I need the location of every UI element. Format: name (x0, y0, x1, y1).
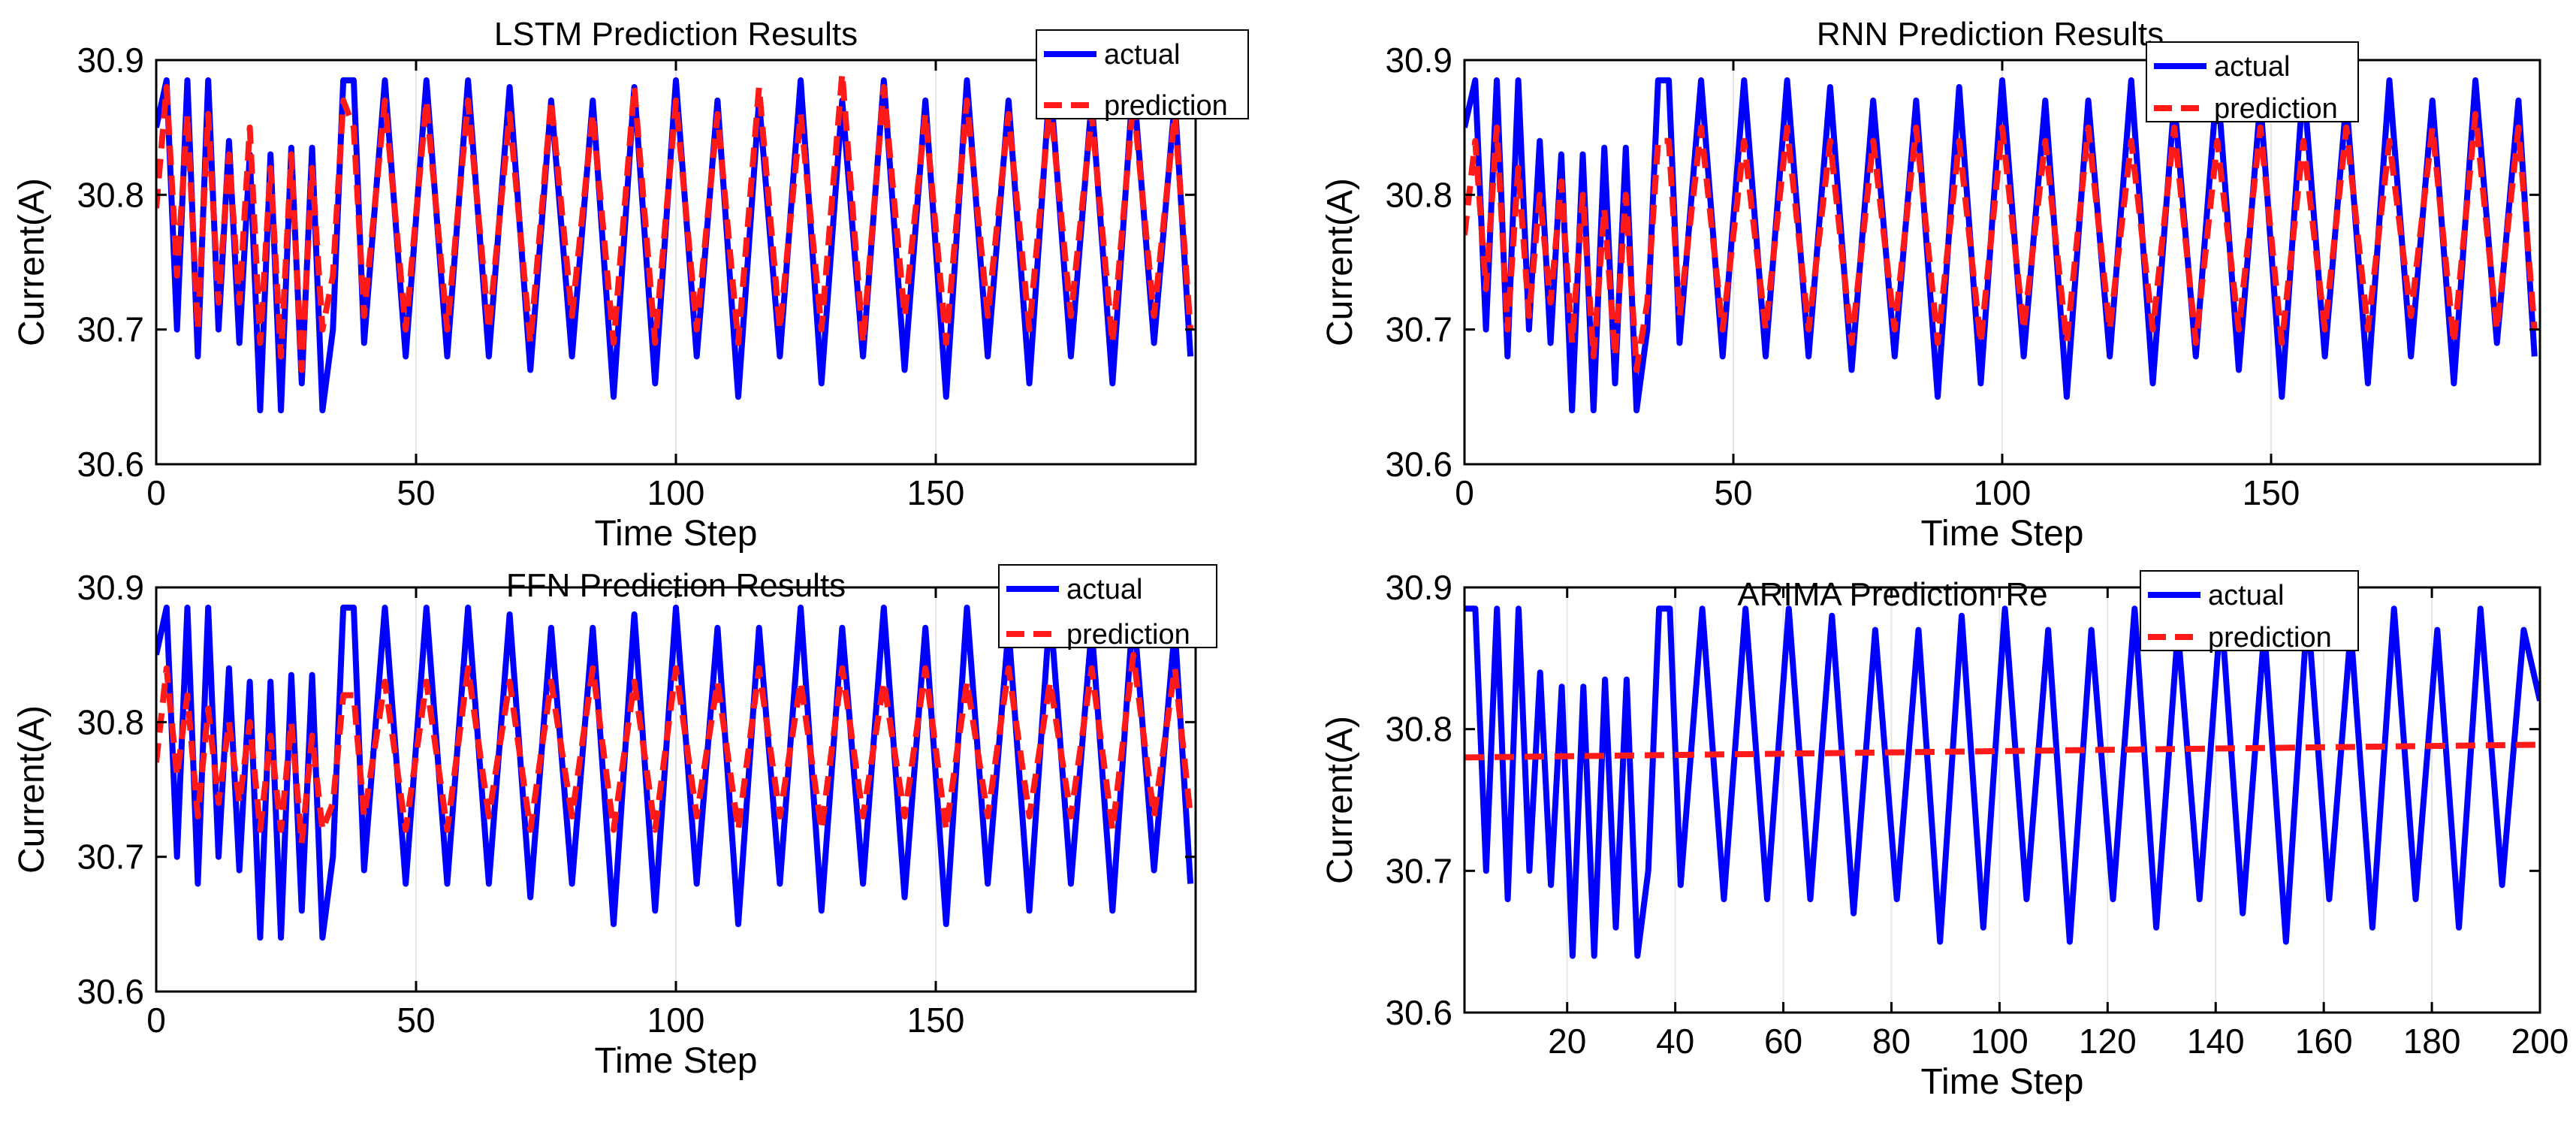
x-tick-label: 160 (2295, 1022, 2353, 1061)
legend-label-prediction: prediction (1066, 619, 1190, 651)
y-tick-label: 30.9 (77, 41, 144, 80)
series-line-prediction (1464, 110, 2538, 373)
series-line-actual (156, 604, 1194, 941)
x-tick-label: 50 (397, 1001, 435, 1040)
chart-panel-1: 30.6 30.7 30.8 30.9 0 50 100 150 Time Step Curren… (12, 16, 1249, 554)
x-axis-label: Time Step (595, 1041, 758, 1081)
legend-label-prediction: prediction (2214, 93, 2338, 125)
chart-title: RNN Prediction Results (1817, 16, 2164, 53)
x-axis-label: Time Step (595, 514, 758, 554)
x-tick-label: 50 (1714, 473, 1752, 512)
x-tick-label: 0 (146, 1001, 166, 1040)
x-tick-label: 50 (397, 473, 435, 512)
x-axis-label: Time Step (1921, 1062, 2084, 1102)
y-tick-label: 30.7 (1385, 310, 1452, 349)
y-axis-label: Current(A) (12, 705, 52, 874)
chart-title: FFN Prediction Results (506, 567, 846, 604)
x-tick-label: 0 (1455, 473, 1474, 512)
y-tick-label: 30.6 (77, 972, 144, 1011)
chart-panel-4: 30.6 30.7 30.8 30.9 20 40 60 80 100 120 140 160 180 2… (1320, 568, 2568, 1102)
x-tick-label: 150 (907, 473, 965, 512)
x-tick-label: 60 (1764, 1022, 1802, 1061)
y-tick-label: 30.6 (1385, 993, 1452, 1032)
series-line-prediction (156, 70, 1194, 373)
y-axis-label: Current(A) (12, 178, 52, 346)
series-line-actual (156, 77, 1194, 414)
legend-label-prediction: prediction (2208, 622, 2332, 654)
series-line-actual (1464, 77, 2538, 414)
x-tick-label: 150 (2243, 473, 2300, 512)
chart-title: LSTM Prediction Results (494, 16, 858, 53)
y-axis-label: Current(A) (1320, 716, 1360, 884)
legend: actual prediction (2146, 41, 2359, 125)
x-tick-label: 100 (1971, 1022, 2029, 1061)
x-tick-label: 80 (1872, 1022, 1911, 1061)
x-axis-label: Time Step (1921, 514, 2084, 554)
legend-label-actual: actual (1066, 574, 1142, 605)
y-tick-label: 30.7 (1385, 851, 1452, 890)
y-tick-label: 30.8 (77, 175, 144, 214)
x-tick-label: 20 (1548, 1022, 1586, 1061)
y-tick-label: 30.7 (77, 310, 144, 349)
legend: actual prediction (2140, 570, 2359, 654)
y-tick-label: 30.9 (1385, 568, 1452, 607)
x-tick-label: 120 (2079, 1022, 2137, 1061)
axes-frame (1463, 586, 2541, 1014)
chart-panel-2: 30.6 30.7 30.8 30.9 0 50 100 150 Time Step Curren… (1320, 16, 2541, 554)
chart-title: ARIMA Prediction Re (1737, 576, 2047, 613)
legend-label-actual: actual (2214, 51, 2290, 83)
y-tick-label: 30.7 (77, 838, 144, 877)
series-line-prediction (156, 651, 1194, 847)
x-tick-label: 150 (907, 1001, 965, 1040)
x-tick-label: 100 (647, 1001, 705, 1040)
x-tick-label: 140 (2187, 1022, 2245, 1061)
x-tick-label: 100 (1974, 473, 2032, 512)
x-tick-label: 180 (2403, 1022, 2461, 1061)
legend-label-actual: actual (1104, 39, 1180, 71)
y-tick-label: 30.9 (77, 568, 144, 607)
chart-panel-3: 30.6 30.7 30.8 30.9 0 50 100 150 Time Step Curren… (12, 564, 1217, 1081)
y-tick-label: 30.9 (1385, 41, 1452, 80)
y-tick-label: 30.6 (77, 445, 144, 484)
x-tick-label: 200 (2511, 1022, 2569, 1061)
y-tick-label: 30.6 (1385, 445, 1452, 484)
x-tick-label: 100 (647, 473, 705, 512)
y-tick-label: 30.8 (1385, 710, 1452, 749)
x-tick-label: 0 (146, 473, 166, 512)
y-axis-label: Current(A) (1320, 178, 1360, 346)
legend: actual prediction (1036, 29, 1249, 122)
series-line-actual (1464, 605, 2540, 959)
x-tick-label: 40 (1656, 1022, 1694, 1061)
legend-label-actual: actual (2208, 580, 2284, 611)
y-tick-label: 30.8 (1385, 175, 1452, 214)
legend-label-prediction: prediction (1104, 90, 1228, 122)
y-tick-label: 30.8 (77, 702, 144, 741)
legend: actual prediction (998, 564, 1217, 651)
